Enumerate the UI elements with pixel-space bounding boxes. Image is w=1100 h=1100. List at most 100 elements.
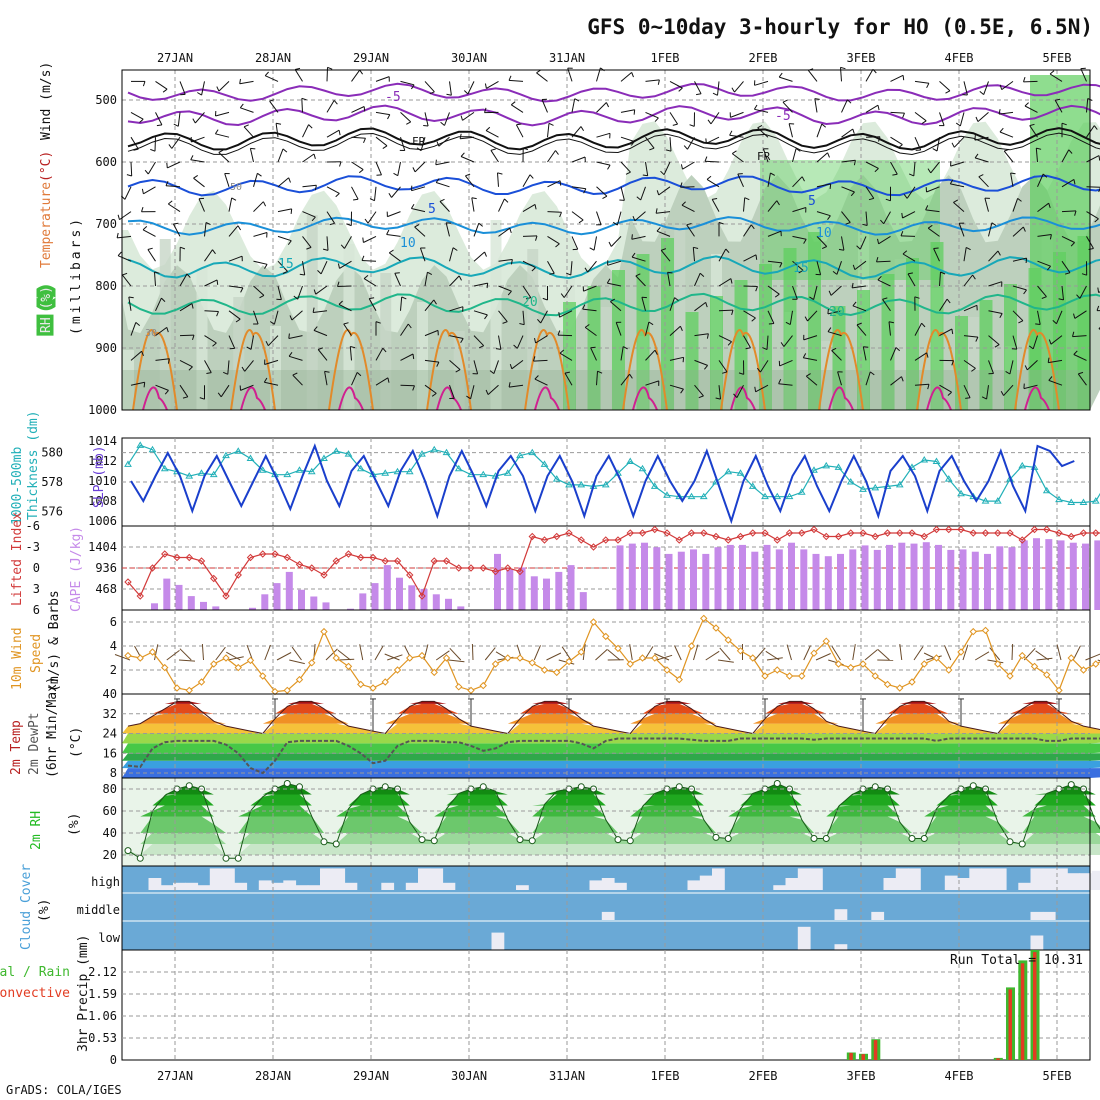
precip-conv-bar bbox=[849, 1052, 853, 1060]
upper-barb-staff bbox=[841, 128, 854, 138]
upper-barb-staff bbox=[877, 279, 891, 287]
upper-barb-staff bbox=[563, 285, 573, 298]
thickness-point bbox=[442, 448, 451, 456]
upper-barb-staff bbox=[387, 211, 401, 218]
upper-barb-staff bbox=[706, 178, 720, 188]
wind10m-point bbox=[945, 666, 953, 674]
upper-barb-flag bbox=[999, 127, 1004, 133]
cloud-bar-high bbox=[1091, 870, 1100, 890]
cloud-bar-high bbox=[1030, 868, 1044, 890]
upper-barb-staff bbox=[315, 285, 328, 295]
upper-barb-flag bbox=[1047, 265, 1051, 271]
lifted-index-point bbox=[810, 525, 818, 534]
upper-ylabel-wind: Wind (m/s) bbox=[39, 62, 54, 140]
cape-bar bbox=[653, 547, 661, 610]
lifted-index-point bbox=[969, 529, 977, 537]
wind10m-barb bbox=[448, 659, 465, 663]
upper-barb-flag bbox=[429, 91, 435, 95]
date-label-bottom-5: 1FEB bbox=[651, 1069, 680, 1083]
lifted-index-point bbox=[504, 564, 512, 572]
wind10m-barb bbox=[227, 656, 244, 661]
wind10m-barb bbox=[1035, 650, 1050, 661]
thickness-point bbox=[307, 467, 316, 475]
upper-barb-flag bbox=[895, 347, 901, 352]
lifted-index-point bbox=[479, 564, 487, 572]
upper-barb-flag bbox=[802, 353, 807, 358]
upper-barb-staff bbox=[224, 173, 230, 187]
temp-band-1 bbox=[122, 760, 1100, 769]
upper-barb-flag bbox=[672, 123, 678, 126]
upper-barb-flag bbox=[269, 99, 275, 102]
upper-barb-staff bbox=[264, 381, 279, 386]
upper-barb-flag bbox=[900, 231, 904, 237]
upper-barb-staff bbox=[792, 260, 804, 271]
upper-barb-staff bbox=[240, 384, 254, 391]
upper-barb-flag bbox=[504, 198, 509, 203]
lifted-index-point bbox=[749, 529, 757, 537]
upper-barb-flag bbox=[353, 198, 359, 201]
upper-barb-flag bbox=[117, 251, 122, 257]
cloud-bar-high bbox=[969, 868, 983, 890]
lifted-index-point bbox=[406, 571, 414, 579]
wind10m-point bbox=[932, 654, 941, 662]
upper-barb-staff bbox=[363, 235, 377, 243]
upper-barb-staff bbox=[1054, 99, 1063, 113]
upper-barb-staff bbox=[351, 161, 364, 171]
upper-barb-staff bbox=[167, 161, 181, 169]
upper-barb-staff bbox=[743, 335, 751, 348]
upper-barb-staff bbox=[498, 227, 511, 237]
upper-barb-staff bbox=[890, 376, 902, 386]
upper-barb-staff bbox=[1012, 335, 1018, 350]
wind10m-point bbox=[1030, 662, 1039, 671]
upper-ylabel-temp: Temperature bbox=[39, 182, 54, 268]
wind10m-point bbox=[736, 647, 745, 655]
upper-barb-flag bbox=[162, 88, 168, 93]
wind10m-point bbox=[418, 651, 426, 660]
upper-barb-staff bbox=[656, 230, 671, 237]
cape-bar bbox=[1057, 540, 1065, 610]
upper-barb-flag bbox=[223, 371, 228, 375]
upper-barb-flag bbox=[1073, 313, 1076, 319]
upper-barb-staff bbox=[631, 235, 646, 240]
temp-band-0 bbox=[122, 768, 1100, 778]
upper-barb-staff bbox=[963, 384, 971, 399]
upper-barb-staff bbox=[253, 232, 268, 237]
upper-barb-staff bbox=[541, 99, 548, 113]
upper-barb-flag bbox=[1024, 365, 1028, 371]
upper-barb-staff bbox=[1061, 235, 1075, 243]
upper-barb-staff bbox=[983, 81, 989, 95]
upper-barb-staff bbox=[978, 176, 989, 188]
pressure-tick-700: 700 bbox=[95, 217, 117, 231]
upper-barb-staff bbox=[351, 372, 358, 386]
thickness-point bbox=[736, 469, 745, 476]
upper-barb-flag bbox=[902, 112, 905, 118]
upper-barb-flag bbox=[1023, 76, 1026, 83]
run-total: Run Total = 10.31 bbox=[950, 953, 1083, 968]
upper-barb-flag bbox=[1035, 323, 1041, 325]
rh2m-band-4 bbox=[122, 794, 1100, 806]
freezing-label-b: FR bbox=[757, 150, 771, 163]
upper-barb-staff bbox=[814, 98, 818, 113]
upper-air-frame bbox=[121, 69, 1091, 411]
upper-barb-staff bbox=[253, 173, 258, 187]
upper-barb-flag bbox=[718, 221, 724, 225]
rh2m-band-0 bbox=[122, 844, 1100, 855]
upper-barb-staff bbox=[547, 123, 550, 138]
upper-barb-staff bbox=[718, 360, 728, 373]
upper-barb-flag bbox=[768, 323, 774, 325]
precip-tick-1.59: 1.59 bbox=[88, 987, 117, 1001]
upper-barb-flag bbox=[414, 224, 420, 228]
upper-barb-staff bbox=[596, 371, 598, 386]
upper-barb-staff bbox=[890, 347, 897, 361]
upper-barb-staff bbox=[631, 256, 646, 262]
upper-barb-staff bbox=[865, 186, 875, 199]
upper-barb-staff bbox=[754, 80, 769, 86]
rh-streak bbox=[233, 297, 245, 410]
upper-barb-flag bbox=[574, 98, 580, 102]
upper-barb-staff bbox=[1001, 80, 1014, 91]
upper-barb-flag bbox=[359, 69, 364, 75]
li-tick--3: -3 bbox=[26, 540, 40, 554]
upper-barb-flag bbox=[139, 118, 144, 123]
cloud-bar-high bbox=[258, 880, 272, 890]
